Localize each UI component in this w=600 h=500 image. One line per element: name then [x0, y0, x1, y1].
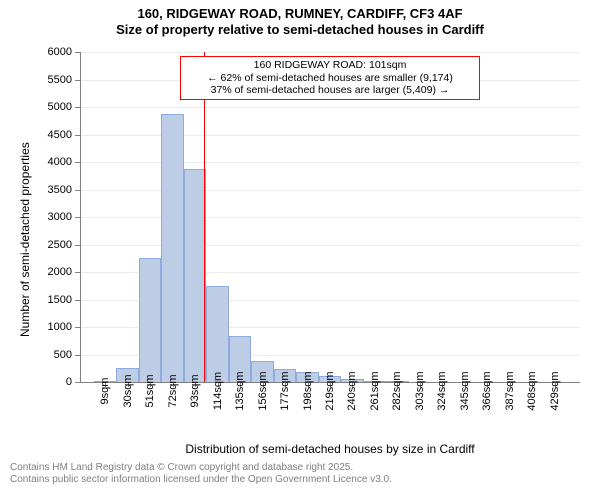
y-tick-label: 5500 [48, 74, 72, 86]
x-tick-label: 198sqm [302, 371, 314, 410]
x-tick-label: 135sqm [234, 371, 246, 410]
x-tick-label: 93sqm [189, 374, 201, 407]
x-tick-label: 219sqm [324, 371, 336, 410]
y-tick-label: 1500 [48, 294, 72, 306]
y-tick-label: 4500 [48, 129, 72, 141]
x-tick-label: 366sqm [481, 371, 493, 410]
footer-line-2: Contains public sector information licen… [10, 474, 392, 486]
annotation-box: 160 RIDGEWAY ROAD: 101sqm← 62% of semi-d… [180, 56, 480, 100]
x-tick-label: 261sqm [369, 371, 381, 410]
grid-line [80, 162, 580, 163]
x-tick-label: 51sqm [144, 374, 156, 407]
annotation-line: 160 RIDGEWAY ROAD: 101sqm [185, 59, 475, 72]
histogram-bar [206, 286, 228, 382]
property-marker-line [204, 52, 205, 382]
grid-line [80, 190, 580, 191]
x-tick-label: 9sqm [99, 378, 111, 405]
histogram-bar [139, 258, 161, 382]
y-axis-label: Number of semi-detached properties [18, 142, 32, 337]
x-axis-label: Distribution of semi-detached houses by … [80, 442, 580, 456]
y-tick-label: 4000 [48, 156, 72, 168]
y-tick-label: 2000 [48, 266, 72, 278]
title-line-1: 160, RIDGEWAY ROAD, RUMNEY, CARDIFF, CF3… [0, 0, 600, 22]
x-tick-label: 177sqm [279, 371, 291, 410]
grid-line [80, 135, 580, 136]
x-tick-label: 324sqm [436, 371, 448, 410]
y-tick-label: 3500 [48, 184, 72, 196]
y-tick-label: 0 [66, 376, 72, 388]
y-tick-label: 3000 [48, 211, 72, 223]
x-tick-label: 156sqm [257, 371, 269, 410]
footer-line-1: Contains HM Land Registry data © Crown c… [10, 462, 392, 474]
x-tick-label: 429sqm [549, 371, 561, 410]
y-tick-label: 2500 [48, 239, 72, 251]
title-line-2: Size of property relative to semi-detach… [0, 22, 600, 38]
x-tick-label: 72sqm [167, 374, 179, 407]
x-tick-label: 303sqm [414, 371, 426, 410]
y-tick-label: 1000 [48, 321, 72, 333]
x-tick-label: 30sqm [122, 374, 134, 407]
x-tick-label: 387sqm [504, 371, 516, 410]
grid-line [80, 107, 580, 108]
x-tick-label: 282sqm [391, 371, 403, 410]
y-tick-label: 5000 [48, 101, 72, 113]
footer-attribution: Contains HM Land Registry data © Crown c… [10, 462, 392, 486]
y-tick-label: 6000 [48, 46, 72, 58]
grid-line [80, 217, 580, 218]
grid-line [80, 52, 580, 53]
y-axis-line [80, 52, 81, 382]
x-tick-label: 345sqm [459, 371, 471, 410]
y-tick-label: 500 [54, 349, 72, 361]
chart-plot-area: 160 RIDGEWAY ROAD: 101sqm← 62% of semi-d… [80, 52, 580, 382]
x-tick-label: 114sqm [212, 372, 224, 410]
histogram-bar [161, 114, 183, 382]
grid-line [80, 245, 580, 246]
annotation-line: 37% of semi-detached houses are larger (… [185, 84, 475, 97]
x-tick-label: 240sqm [346, 371, 358, 410]
x-tick-label: 408sqm [526, 371, 538, 410]
annotation-line: ← 62% of semi-detached houses are smalle… [185, 72, 475, 85]
